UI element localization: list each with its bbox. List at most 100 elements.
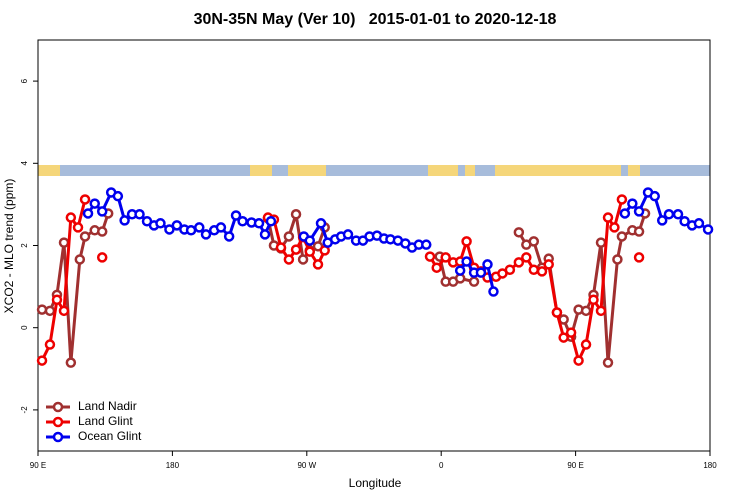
data-point [679, 216, 690, 227]
data-point [580, 339, 592, 350]
data-point [702, 224, 714, 235]
data-point [649, 190, 660, 202]
data-point [315, 218, 327, 229]
data-point [551, 307, 563, 318]
data-point [65, 212, 77, 223]
data-point [283, 254, 295, 265]
data-point [573, 355, 584, 366]
legend-label: Land Nadir [78, 399, 137, 413]
data-point [215, 222, 227, 233]
data-point [96, 252, 108, 263]
y-tick-label: -2 [20, 406, 29, 414]
y-tick-label: 0 [20, 325, 29, 330]
data-point [36, 304, 48, 315]
plot-frame [37, 39, 711, 452]
data-point [72, 222, 84, 233]
series-line [42, 199, 639, 360]
land-strip [250, 165, 272, 176]
data-point [580, 305, 592, 317]
ocean-strip [38, 165, 710, 176]
data-point [627, 198, 638, 209]
data-point [79, 231, 91, 242]
data-point [44, 339, 56, 350]
x-tick-label: 90 E [30, 461, 46, 470]
x-axis-label: Longitude [349, 476, 402, 490]
legend-label: Ocean Glint [78, 429, 142, 443]
data-point [89, 198, 100, 209]
x-tick-label: 0 [439, 461, 444, 470]
data-point [112, 190, 124, 202]
data-point [342, 229, 354, 240]
data-point [513, 227, 525, 238]
data-point [79, 194, 91, 205]
legend-marker [52, 431, 64, 443]
data-point [536, 266, 548, 277]
land-strip [628, 165, 640, 176]
data-point [543, 259, 554, 270]
data-point [58, 237, 70, 248]
data-point [521, 252, 532, 263]
data-point [200, 229, 212, 240]
data-point [51, 294, 63, 306]
legend-label: Land Glint [78, 414, 133, 428]
data-point [96, 226, 108, 237]
data-point [421, 239, 432, 250]
legend-marker [52, 401, 64, 413]
data-point [454, 265, 466, 276]
data-point [656, 215, 668, 226]
x-tick-label: 90 W [297, 461, 316, 470]
land-strip [38, 165, 60, 176]
data-point [672, 209, 684, 220]
data-point [616, 194, 628, 205]
data-point [504, 264, 516, 275]
data-point [155, 218, 166, 229]
land-ocean-strip [38, 165, 710, 176]
data-point [633, 252, 645, 263]
data-point [65, 357, 77, 368]
data-point [693, 218, 705, 229]
data-point [275, 242, 287, 253]
data-point [230, 210, 242, 221]
data-point [58, 305, 70, 317]
data-point [663, 209, 675, 220]
data-point [528, 264, 540, 275]
data-point [194, 222, 205, 233]
data-point [304, 235, 316, 246]
data-point [633, 226, 645, 237]
data-point [237, 216, 248, 227]
data-point [616, 231, 628, 242]
y-axis-label: XCO2 - MLO trend (ppm) [2, 179, 16, 314]
data-point [431, 262, 442, 273]
data-point [259, 229, 271, 240]
data-point [612, 254, 623, 265]
x-tick-label: 180 [166, 461, 180, 470]
data-point [134, 209, 145, 220]
data-point [96, 206, 108, 217]
y-tick-label: 4 [20, 161, 29, 166]
x-tick-label: 90 E [567, 461, 583, 470]
data-point [468, 276, 480, 287]
data-point [588, 294, 599, 306]
data-point [475, 267, 487, 278]
data-point [185, 225, 197, 236]
land-strip [288, 165, 326, 176]
data-point [44, 305, 56, 317]
land-strip [495, 165, 621, 176]
data-point [440, 252, 451, 263]
data-point [171, 220, 183, 231]
data-point [312, 259, 324, 270]
data-point [164, 224, 175, 235]
data-point [461, 236, 472, 247]
data-point [36, 355, 48, 366]
data-point [565, 327, 577, 338]
data-point [513, 257, 525, 268]
land-strip [428, 165, 458, 176]
data-point [619, 208, 631, 219]
data-point [633, 206, 645, 217]
data-point [223, 231, 235, 242]
data-point [602, 357, 614, 368]
y-tick-label: 2 [20, 243, 29, 248]
data-point [290, 244, 302, 255]
